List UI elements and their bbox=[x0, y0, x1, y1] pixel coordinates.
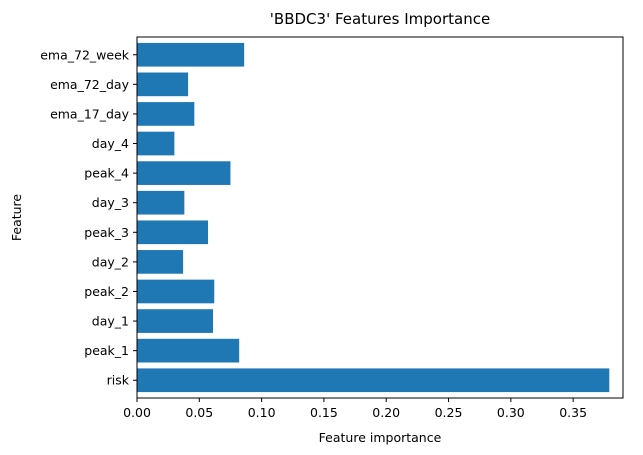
x-tick-label: 0.05 bbox=[185, 405, 213, 420]
y-tick-label: day_1 bbox=[92, 314, 129, 329]
bar-ema-17-day bbox=[137, 102, 195, 126]
chart-title: 'BBDC3' Features Importance bbox=[270, 10, 490, 28]
y-tick-label: peak_4 bbox=[84, 166, 129, 181]
bars-group bbox=[137, 42, 610, 393]
x-tick-label: 0.15 bbox=[310, 405, 338, 420]
y-tick-label: peak_3 bbox=[84, 225, 129, 240]
axes-frame bbox=[136, 36, 624, 399]
x-tick-label: 0.20 bbox=[372, 405, 400, 420]
x-tick-label: 0.10 bbox=[248, 405, 276, 420]
y-axis-label: Feature bbox=[9, 194, 24, 242]
y-tick-label: risk bbox=[107, 373, 130, 388]
x-tick-label: 0.00 bbox=[123, 405, 151, 420]
y-tick-label: ema_72_week bbox=[40, 47, 130, 62]
bar-peak-4 bbox=[137, 161, 231, 185]
x-tick-label: 0.25 bbox=[435, 405, 463, 420]
bar-ema-72-day bbox=[137, 72, 189, 97]
bar-peak-1 bbox=[137, 338, 240, 363]
bar-day-1 bbox=[137, 309, 214, 333]
x-tick-label: 0.35 bbox=[559, 405, 587, 420]
x-tick-label: 0.30 bbox=[497, 405, 525, 420]
y-tick-label: day_3 bbox=[92, 195, 129, 210]
bar-ema-72-week bbox=[137, 42, 245, 67]
y-tick-label: peak_1 bbox=[84, 343, 129, 358]
y-tick-label: ema_17_day bbox=[50, 106, 130, 121]
bar-day-2 bbox=[137, 250, 184, 274]
y-tick-label: day_2 bbox=[92, 254, 129, 269]
y-tick-group: risk peak_1 day_1 peak_2 day_2 peak_3 day_3 pea… bbox=[40, 47, 137, 388]
y-tick-label: day_4 bbox=[92, 136, 129, 151]
bar-peak-3 bbox=[137, 220, 209, 245]
bar-peak-2 bbox=[137, 279, 215, 304]
x-tick-group: 0.00 0.05 0.10 0.15 0.20 0.25 0.30 0.35 bbox=[123, 398, 587, 420]
x-axis-label: Feature importance bbox=[319, 430, 442, 445]
y-tick-label: ema_72_day bbox=[50, 77, 130, 92]
bar-risk bbox=[137, 368, 610, 393]
y-tick-label: peak_2 bbox=[84, 284, 129, 299]
bar-day-4 bbox=[137, 131, 175, 156]
bar-day-3 bbox=[137, 190, 185, 215]
